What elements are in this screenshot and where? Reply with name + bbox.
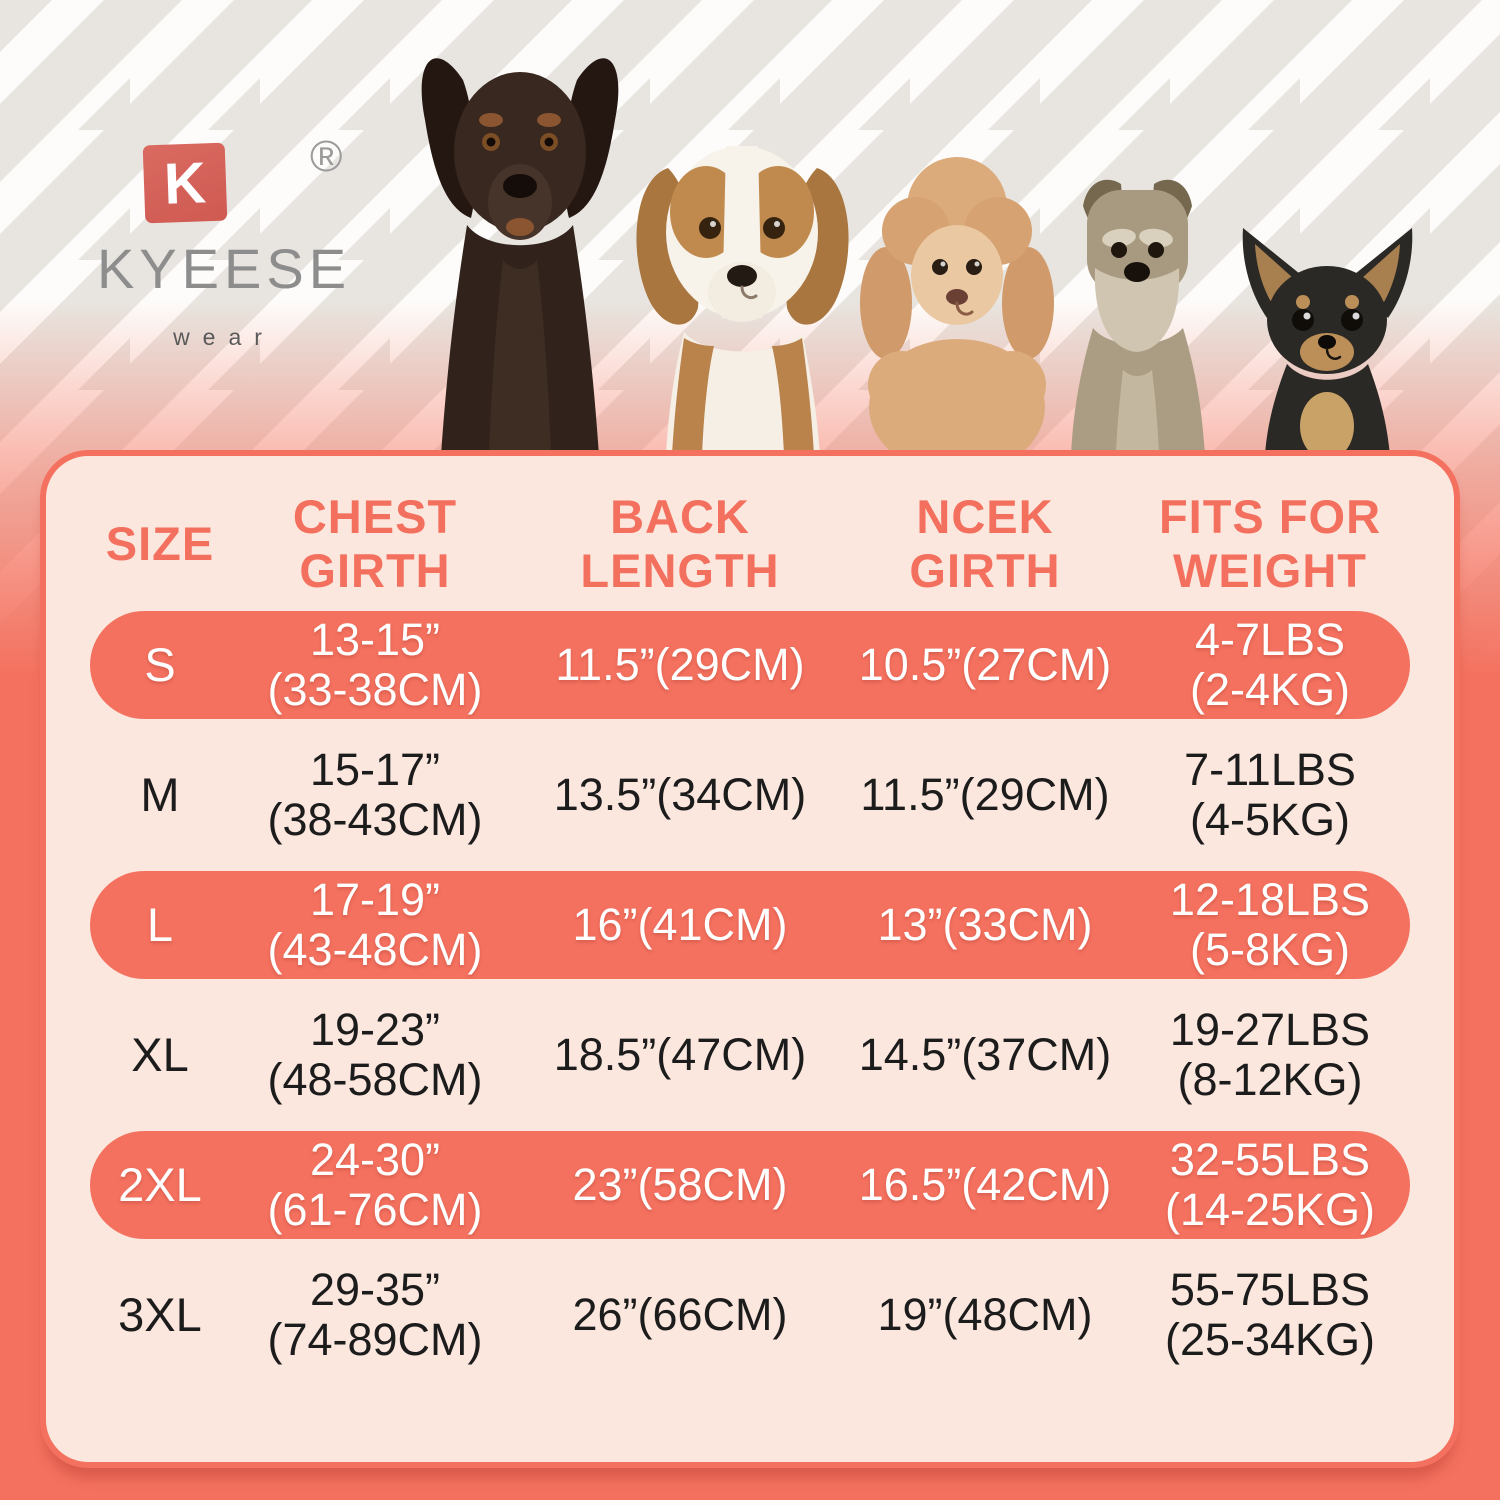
- cell-back-length: 13.5”(34CM): [553, 768, 807, 820]
- cell-back-length: 18.5”(47CM): [553, 1028, 807, 1080]
- poodle-icon: [860, 157, 1054, 455]
- brand-logo: K ® KYEESE wear: [88, 132, 360, 363]
- table-row-l: L 17-19” (43-48CM) 16”(41CM) 13”(33CM) 1…: [90, 871, 1410, 980]
- cell-neck-girth: 16.5”(42CM): [858, 1158, 1112, 1210]
- doberman-icon: [421, 58, 619, 455]
- size-chart-header: SIZE CHEST GIRTH BACK LENGTH NCEK GIRTH …: [90, 490, 1410, 597]
- cell-chest-girth: 13-15” (33-38CM): [267, 613, 483, 716]
- cell-size: 3XL: [118, 1287, 202, 1341]
- cell-weight: 19-27LBS (8-12KG): [1169, 1003, 1371, 1106]
- cell-weight: 32-55LBS (14-25KG): [1164, 1133, 1376, 1236]
- cell-size: 2XL: [118, 1157, 202, 1211]
- size-chart-panel: SIZE CHEST GIRTH BACK LENGTH NCEK GIRTH …: [40, 450, 1460, 1468]
- cell-size: S: [144, 637, 176, 691]
- registered-trademark-icon: ®: [310, 132, 343, 181]
- chihuahua-icon: [1242, 228, 1413, 455]
- cell-neck-girth: 13”(33CM): [877, 898, 1093, 950]
- cell-chest-girth: 19-23” (48-58CM): [267, 1003, 483, 1106]
- cell-size: L: [146, 897, 174, 951]
- cell-weight: 7-11LBS (4-5KG): [1184, 743, 1356, 846]
- column-header-neck-girth: NCEK GIRTH: [909, 490, 1061, 597]
- column-header-size: SIZE: [105, 516, 215, 570]
- cell-weight: 55-75LBS (25-34KG): [1164, 1263, 1376, 1366]
- schnauzer-icon: [1071, 179, 1205, 455]
- table-row-xl: XL 19-23” (48-58CM) 18.5”(47CM) 14.5”(37…: [90, 990, 1410, 1120]
- table-row-s: S 13-15” (33-38CM) 11.5”(29CM) 10.5”(27C…: [90, 611, 1410, 720]
- table-row-2xl: 2XL 24-30” (61-76CM) 23”(58CM) 16.5”(42C…: [90, 1131, 1410, 1240]
- cell-size: M: [140, 767, 180, 821]
- cell-chest-girth: 24-30” (61-76CM): [267, 1133, 483, 1236]
- brand-k-tile: K: [142, 142, 228, 224]
- cell-chest-girth: 15-17” (38-43CM): [267, 743, 483, 846]
- size-chart-rows: S 13-15” (33-38CM) 11.5”(29CM) 10.5”(27C…: [90, 611, 1410, 1380]
- cell-back-length: 11.5”(29CM): [555, 638, 805, 690]
- cell-chest-girth: 29-35” (74-89CM): [267, 1263, 483, 1366]
- table-row-m: M 15-17” (38-43CM) 13.5”(34CM) 11.5”(29C…: [90, 730, 1410, 860]
- cell-neck-girth: 19”(48CM): [877, 1288, 1093, 1340]
- cell-neck-girth: 10.5”(27CM): [858, 638, 1112, 690]
- cell-back-length: 23”(58CM): [572, 1158, 788, 1210]
- cell-weight: 12-18LBS (5-8KG): [1169, 873, 1371, 976]
- brand-k-letter: K: [162, 149, 208, 217]
- cell-weight: 4-7LBS (2-4KG): [1189, 613, 1351, 716]
- cell-chest-girth: 17-19” (43-48CM): [267, 873, 483, 976]
- brand-name: KYEESE: [96, 237, 352, 300]
- cell-back-length: 16”(41CM): [572, 898, 788, 950]
- cell-neck-girth: 14.5”(37CM): [858, 1028, 1112, 1080]
- table-row-3xl: 3XL 29-35” (74-89CM) 26”(66CM) 19”(48CM)…: [90, 1250, 1410, 1380]
- column-header-chest-girth: CHEST GIRTH: [292, 490, 458, 597]
- cell-size: XL: [131, 1027, 189, 1081]
- brand-subtitle: wear: [173, 324, 275, 350]
- cell-back-length: 26”(66CM): [572, 1288, 788, 1340]
- column-header-fits-weight: FITS FOR WEIGHT: [1158, 490, 1382, 597]
- beagle-icon: [636, 146, 849, 455]
- cell-neck-girth: 11.5”(29CM): [860, 768, 1110, 820]
- column-header-back-length: BACK LENGTH: [580, 490, 780, 597]
